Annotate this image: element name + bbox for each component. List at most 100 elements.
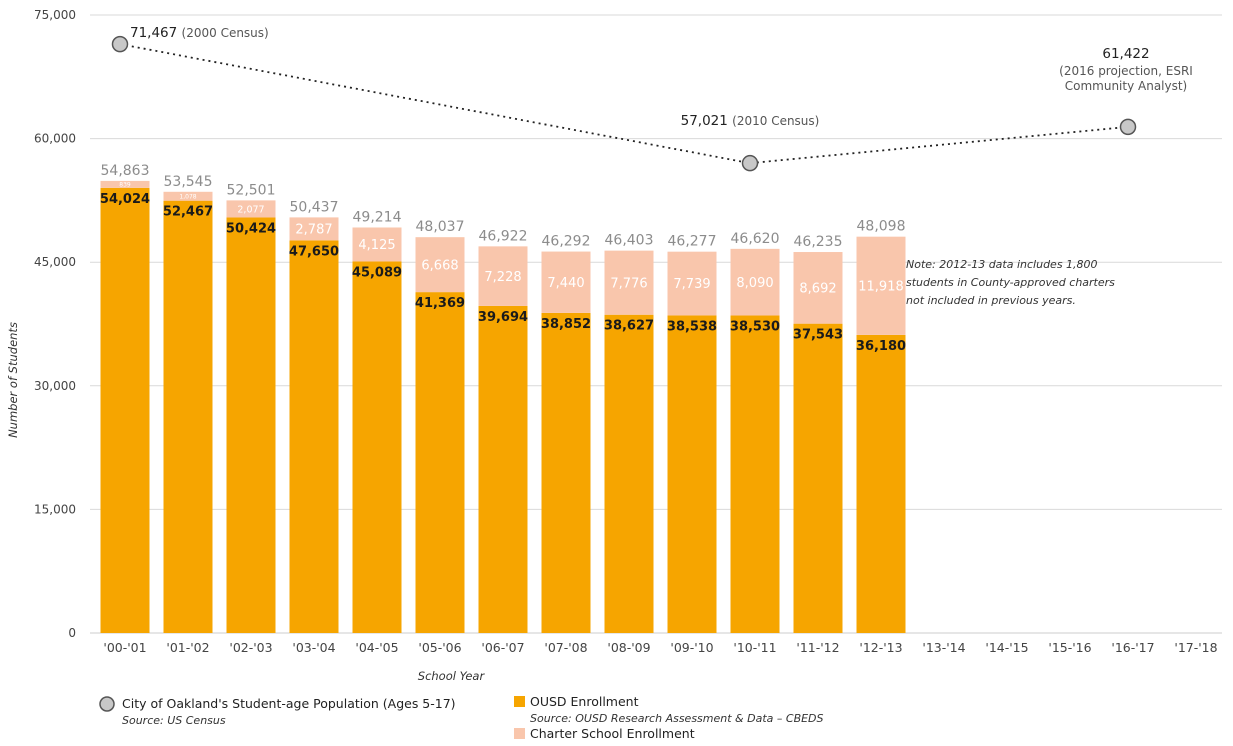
ousd-value-label: 38,530 bbox=[730, 320, 780, 335]
charter-bar bbox=[163, 191, 213, 201]
bars bbox=[100, 180, 906, 634]
population-label-note: (2016 projection, ESRI bbox=[1059, 64, 1193, 78]
ousd-bar bbox=[856, 334, 906, 633]
ousd-value-label: 36,180 bbox=[856, 339, 906, 354]
x-tick-label: '02-'03 bbox=[229, 640, 272, 655]
ousd-bar bbox=[226, 217, 276, 634]
total-value-label: 46,620 bbox=[731, 231, 780, 247]
ousd-value-label: 52,467 bbox=[163, 205, 213, 220]
ousd-bar bbox=[289, 240, 339, 633]
chart-note-line-2: students in County-approved charters bbox=[906, 276, 1115, 289]
x-tick-label: '03-'04 bbox=[292, 640, 335, 655]
total-value-label: 46,403 bbox=[605, 233, 654, 249]
x-tick-label: '17-'18 bbox=[1174, 640, 1217, 655]
population-label-note: (2000 Census) bbox=[182, 26, 269, 40]
x-axis-ticks: '00-'01 '01-'02 '02-'03 '03-'04 '04-'05 '05-'… bbox=[103, 640, 1217, 655]
legend-population-label: City of Oakland's Student-age Population… bbox=[122, 696, 456, 711]
charter-value-label: 1,078 bbox=[179, 193, 196, 200]
ousd-value-label: 39,694 bbox=[478, 310, 528, 325]
y-axis-ticks: 0 15,000 30,000 45,000 60,000 75,000 bbox=[34, 8, 76, 640]
total-value-label: 50,437 bbox=[290, 199, 339, 215]
charter-bar bbox=[415, 237, 465, 293]
population-label: 71,467 (2000 Census) bbox=[130, 25, 269, 41]
x-axis-label: School Year bbox=[418, 669, 486, 683]
charter-value-label: 7,440 bbox=[547, 276, 584, 291]
ousd-bar bbox=[541, 312, 591, 633]
population-label-value: 57,021 bbox=[681, 113, 733, 129]
legend-charter-label: Charter School Enrollment bbox=[530, 726, 695, 741]
charter-value-label: 2,077 bbox=[237, 204, 264, 215]
charter-value-label: 8,090 bbox=[736, 276, 773, 291]
bar-labels: 839 54,024 54,863 1,078 52,467 53,545 2,077 50,… bbox=[100, 163, 906, 354]
ousd-bar bbox=[415, 292, 465, 633]
charter-bar bbox=[226, 200, 276, 218]
legend-charter-marker bbox=[514, 728, 525, 739]
total-value-label: 46,277 bbox=[668, 234, 717, 250]
ousd-value-label: 38,852 bbox=[541, 317, 591, 332]
total-value-label: 46,292 bbox=[542, 234, 591, 250]
x-tick-label: '10-'11 bbox=[733, 640, 776, 655]
x-tick-label: '09-'10 bbox=[670, 640, 713, 655]
ousd-bar bbox=[604, 314, 654, 633]
ousd-bar bbox=[730, 315, 780, 633]
charter-value-label: 839 bbox=[119, 182, 131, 189]
chart-note-line-3: not included in previous years. bbox=[906, 294, 1076, 307]
ousd-value-label: 45,089 bbox=[352, 265, 402, 280]
x-tick-label: '16-'17 bbox=[1111, 640, 1154, 655]
charter-bar bbox=[730, 248, 780, 316]
charter-bar bbox=[667, 251, 717, 316]
x-tick-label: '12-'13 bbox=[859, 640, 902, 655]
y-tick-label: 0 bbox=[68, 626, 76, 640]
population-label-value: 71,467 bbox=[130, 25, 182, 41]
y-tick-label: 15,000 bbox=[34, 502, 76, 516]
population-dotted-line bbox=[119, 43, 1129, 165]
x-tick-label: '04-'05 bbox=[355, 640, 398, 655]
legend-ousd-source: Source: OUSD Research Assessment & Data … bbox=[530, 712, 824, 725]
y-tick-label: 45,000 bbox=[34, 255, 76, 269]
charter-bar bbox=[604, 250, 654, 315]
y-tick-label: 30,000 bbox=[34, 379, 76, 393]
charter-value-label: 11,918 bbox=[858, 279, 904, 294]
charter-value-label: 2,787 bbox=[295, 223, 332, 238]
ousd-bar bbox=[352, 261, 402, 633]
x-tick-label: '05-'06 bbox=[418, 640, 461, 655]
population-point bbox=[741, 154, 759, 172]
charter-bar bbox=[289, 217, 339, 241]
charter-value-label: 8,692 bbox=[799, 282, 836, 297]
legend: City of Oakland's Student-age Population… bbox=[99, 694, 824, 741]
total-value-label: 48,037 bbox=[416, 219, 465, 235]
ousd-value-label: 38,538 bbox=[667, 319, 717, 334]
y-tick-label: 60,000 bbox=[34, 132, 76, 146]
charter-value-label: 7,228 bbox=[484, 270, 521, 285]
ousd-bar bbox=[793, 323, 843, 633]
charter-bar bbox=[478, 246, 528, 306]
total-value-label: 54,863 bbox=[101, 163, 150, 179]
ousd-value-label: 50,424 bbox=[226, 222, 276, 237]
x-tick-label: '00-'01 bbox=[103, 640, 146, 655]
chart-note: Note: 2012-13 data includes 1,800 studen… bbox=[906, 258, 1118, 307]
chart-note-line-1: Note: 2012-13 data includes 1,800 bbox=[906, 258, 1098, 271]
charter-bar bbox=[100, 180, 150, 188]
charter-bar bbox=[793, 252, 843, 324]
population-line: 71,467 (2000 Census) 57,021 (2010 Census)… bbox=[111, 25, 1193, 172]
ousd-bar bbox=[163, 200, 213, 633]
total-value-label: 53,545 bbox=[164, 174, 213, 190]
gridlines bbox=[90, 14, 1222, 634]
charter-value-label: 7,776 bbox=[610, 276, 647, 291]
total-value-label: 46,922 bbox=[479, 228, 528, 244]
population-point bbox=[1119, 118, 1137, 136]
ousd-bar bbox=[100, 187, 150, 634]
y-axis-label: Number of Students bbox=[6, 322, 20, 438]
legend-population-marker bbox=[99, 696, 115, 712]
charter-bar bbox=[541, 251, 591, 313]
charter-bar bbox=[352, 227, 402, 262]
total-value-label: 48,098 bbox=[857, 219, 906, 235]
ousd-bar bbox=[478, 305, 528, 633]
x-tick-label: '11-'12 bbox=[796, 640, 839, 655]
x-tick-label: '08-'09 bbox=[607, 640, 650, 655]
population-point bbox=[111, 35, 129, 53]
population-label-note: (2010 Census) bbox=[732, 114, 819, 128]
population-label: 57,021 (2010 Census) bbox=[681, 113, 820, 129]
ousd-value-label: 41,369 bbox=[415, 296, 465, 311]
